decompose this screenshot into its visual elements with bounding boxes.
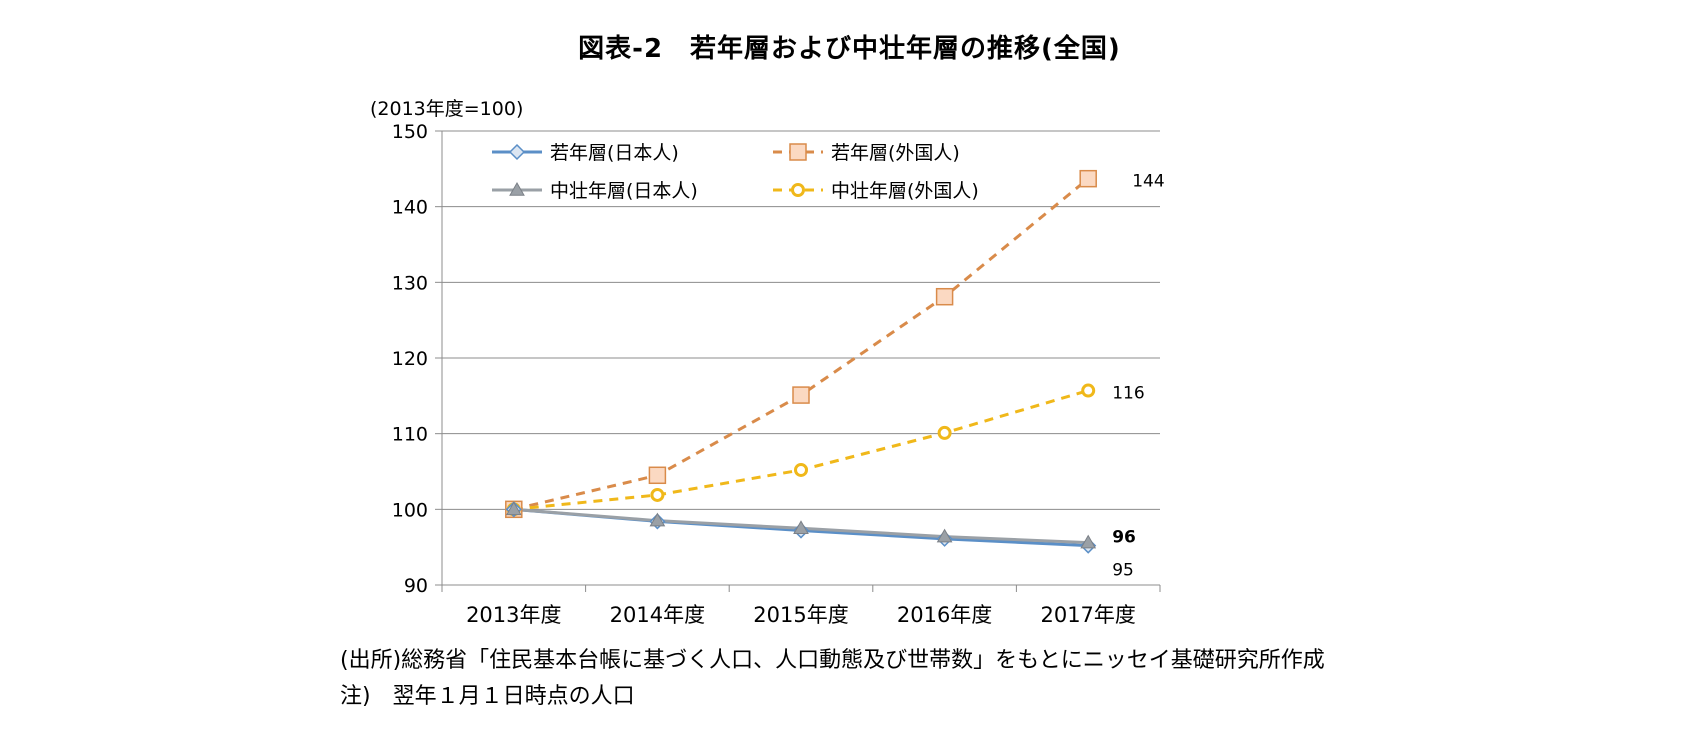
data-point [792,386,810,404]
y-tick-label: 140 [392,197,428,219]
series-line [513,389,1089,511]
data-labels: 95 144 96 116 [1112,172,1164,581]
line-chart: (2013年度=100) 90 100 110 120 130 140 150 2013年度 2… [370,98,1165,627]
legend-swatch-marker [789,143,807,161]
series-line [513,177,1090,511]
data-point [1079,169,1097,188]
y-tick-label: 110 [392,424,428,446]
y-tick-label: 130 [392,272,428,294]
chart-title: 図表-2 若年層および中壮年層の推移(全国) [578,34,1121,64]
legend-label: 中壮年層(外国人) [831,180,979,202]
x-tick-label: 2013年度 [466,603,561,627]
legend-swatch-marker [509,181,525,196]
legend: 若年層(日本人) 若年層(外国人) 中壮年層(日本人) 中壮年層(外国人) [492,142,979,202]
y-tick-label: 150 [392,121,428,143]
data-point [936,528,953,543]
data-point [794,462,808,477]
y-tick-label: 120 [392,348,428,370]
y-tick-label: 90 [404,575,428,597]
data-point [650,487,665,502]
data-label: 95 [1112,561,1134,581]
data-point [649,512,666,527]
data-label: 144 [1132,172,1164,192]
x-tick-label: 2014年度 [610,603,705,627]
x-tick-label: 2016年度 [897,603,992,627]
x-tick-label: 2017年度 [1040,603,1135,627]
data-point [505,501,522,516]
data-point [935,287,954,306]
axes: 90 100 110 120 130 140 150 2013年度 2014年度 2015年度 20… [392,121,1161,627]
data-markers [505,169,1097,554]
y-tick-label: 100 [392,499,428,521]
y-axis-unit-label: (2013年度=100) [370,98,523,120]
series-lines [513,177,1090,548]
data-point [1081,383,1096,398]
x-tick-label: 2015年度 [753,603,848,627]
legend-label: 若年層(日本人) [550,142,679,164]
gridlines [442,130,1160,510]
legend-label: 若年層(外国人) [831,142,960,164]
data-point [648,466,667,485]
legend-swatch-marker [791,183,805,197]
data-point [793,520,809,534]
data-point [1080,534,1097,549]
data-label: 116 [1112,384,1144,404]
source-note: (出所)総務省「住民基本台帳に基づく人口、人口動態及び世帯数」をもとにニッセイ基… [340,648,1325,673]
footnote: 注) 翌年１月１日時点の人口 [340,684,635,709]
legend-label: 中壮年層(日本人) [550,180,698,202]
data-point [937,425,952,440]
legend-swatch-marker [508,143,526,161]
data-label: 96 [1112,528,1136,548]
